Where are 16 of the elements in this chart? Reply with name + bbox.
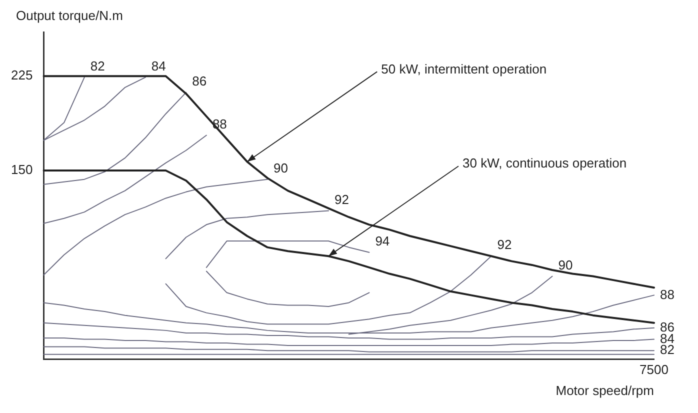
x-tick-label: 7500 — [640, 362, 668, 377]
series-label: 92 — [497, 237, 512, 252]
series-label: 82 — [90, 58, 105, 74]
series-label: 86 — [192, 74, 207, 89]
series-label: 92 — [334, 192, 349, 207]
series-label: 84 — [151, 58, 166, 74]
y-tick-label: 225 — [10, 68, 33, 83]
x-axis-title: Motor speed/rpm — [556, 383, 654, 398]
series-label: 94 — [375, 233, 390, 248]
series-label: 90 — [558, 257, 573, 272]
text: 50 kW, intermittent operation — [381, 61, 547, 76]
y-axis-title: Output torque/N.m — [16, 8, 123, 24]
y-tick-label: 150 — [10, 162, 33, 178]
text: 30 kW, continuous operation — [462, 156, 627, 171]
series-label: 90 — [273, 160, 288, 176]
series-label: 88 — [660, 286, 674, 302]
